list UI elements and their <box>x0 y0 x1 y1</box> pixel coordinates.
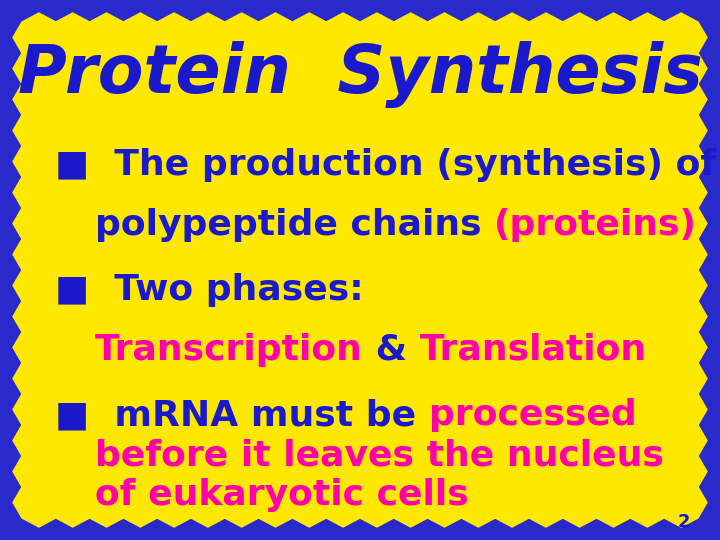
Text: Protein  Synthesis: Protein Synthesis <box>17 42 703 109</box>
Text: ■  Two phases:: ■ Two phases: <box>55 273 364 307</box>
Text: &: & <box>363 333 420 367</box>
Text: before it leaves the nucleus: before it leaves the nucleus <box>95 438 664 472</box>
Text: processed: processed <box>428 398 636 432</box>
Polygon shape <box>13 13 707 527</box>
Text: 2: 2 <box>678 513 690 531</box>
Text: polypeptide chains: polypeptide chains <box>95 208 494 242</box>
Text: ■  mRNA must be: ■ mRNA must be <box>55 398 428 432</box>
Text: (proteins): (proteins) <box>494 208 697 242</box>
Text: of eukaryotic cells: of eukaryotic cells <box>95 478 469 512</box>
Text: Translation: Translation <box>420 333 647 367</box>
Text: Transcription: Transcription <box>95 333 363 367</box>
Text: ■  The production (synthesis) of: ■ The production (synthesis) of <box>55 148 716 182</box>
